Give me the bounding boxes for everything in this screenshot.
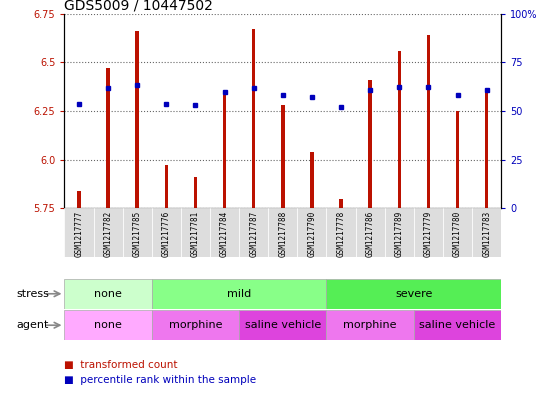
Text: GSM1217776: GSM1217776 — [162, 211, 171, 257]
Bar — [64, 310, 152, 340]
Bar — [310, 152, 314, 208]
Bar — [152, 279, 326, 309]
Text: GSM1217780: GSM1217780 — [453, 211, 462, 257]
Text: agent: agent — [17, 320, 49, 330]
Bar — [326, 279, 501, 309]
Bar — [297, 208, 326, 257]
Text: GSM1217788: GSM1217788 — [278, 211, 287, 257]
Text: none: none — [94, 289, 122, 299]
Text: mild: mild — [227, 289, 251, 299]
Text: GSM1217784: GSM1217784 — [220, 211, 229, 257]
Text: GDS5009 / 10447502: GDS5009 / 10447502 — [64, 0, 213, 13]
Text: GSM1217789: GSM1217789 — [395, 211, 404, 257]
Text: ■  percentile rank within the sample: ■ percentile rank within the sample — [64, 375, 256, 386]
Text: GSM1217782: GSM1217782 — [104, 211, 113, 257]
Bar — [210, 208, 239, 257]
Bar — [326, 208, 356, 257]
Text: GSM1217783: GSM1217783 — [482, 211, 491, 257]
Bar — [268, 208, 297, 257]
Bar — [427, 35, 430, 208]
Text: morphine: morphine — [169, 320, 222, 330]
Text: GSM1217790: GSM1217790 — [307, 211, 316, 257]
Text: GSM1217786: GSM1217786 — [366, 211, 375, 257]
Bar — [326, 310, 414, 340]
Text: none: none — [94, 320, 122, 330]
Bar — [385, 208, 414, 257]
Bar — [356, 208, 385, 257]
Text: GSM1217781: GSM1217781 — [191, 211, 200, 257]
Bar — [443, 208, 472, 257]
Bar — [414, 310, 501, 340]
Text: GSM1217785: GSM1217785 — [133, 211, 142, 257]
Text: severe: severe — [395, 289, 432, 299]
Bar — [414, 208, 443, 257]
Bar — [456, 111, 459, 208]
Bar — [123, 208, 152, 257]
Bar — [223, 95, 226, 208]
Bar — [472, 208, 501, 257]
Bar — [94, 208, 123, 257]
Bar — [181, 208, 210, 257]
Text: GSM1217777: GSM1217777 — [74, 211, 83, 257]
Bar — [281, 105, 284, 208]
Text: stress: stress — [17, 289, 50, 299]
Bar — [136, 31, 139, 208]
Bar — [485, 90, 488, 208]
Bar — [152, 208, 181, 257]
Bar — [106, 68, 110, 208]
Bar — [64, 279, 152, 309]
Bar — [64, 208, 94, 257]
Text: morphine: morphine — [343, 320, 397, 330]
Bar — [252, 29, 255, 208]
Bar — [152, 310, 239, 340]
Bar — [398, 51, 401, 208]
Bar — [77, 191, 81, 208]
Bar — [368, 80, 372, 208]
Text: GSM1217779: GSM1217779 — [424, 211, 433, 257]
Text: GSM1217778: GSM1217778 — [337, 211, 346, 257]
Text: GSM1217787: GSM1217787 — [249, 211, 258, 257]
Text: saline vehicle: saline vehicle — [419, 320, 496, 330]
Bar — [239, 310, 326, 340]
Bar — [239, 208, 268, 257]
Text: ■  transformed count: ■ transformed count — [64, 360, 178, 370]
Bar — [165, 165, 168, 208]
Text: saline vehicle: saline vehicle — [245, 320, 321, 330]
Bar — [339, 198, 343, 208]
Bar — [194, 177, 197, 208]
